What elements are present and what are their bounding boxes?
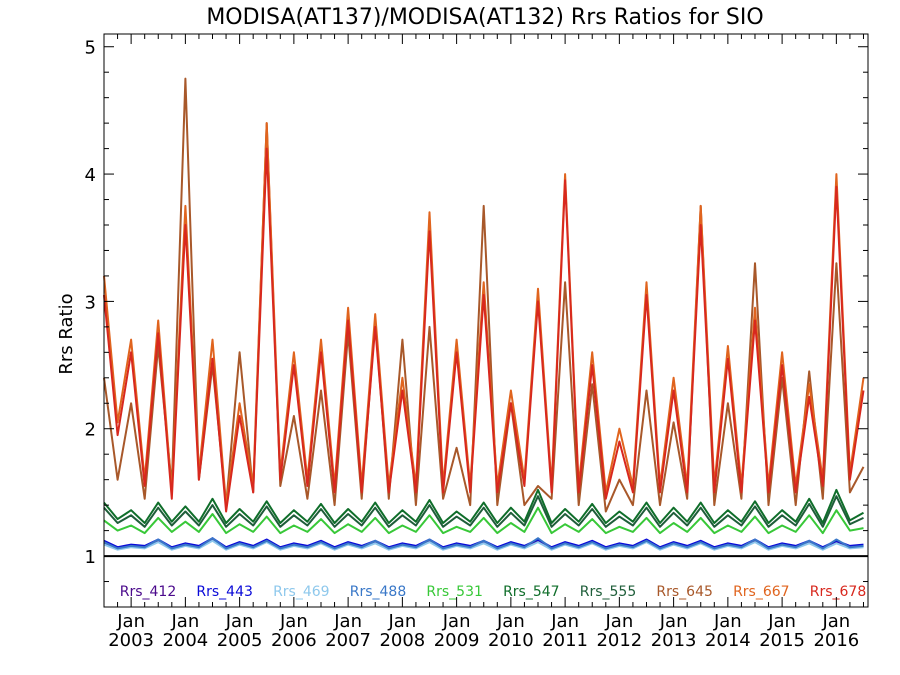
series-line-rrs-531 — [103, 506, 864, 535]
legend-item-rrs-488: Rrs_488 — [350, 584, 407, 600]
x-tick-year: 2006 — [271, 630, 317, 651]
legend-item-rrs-443: Rrs_443 — [196, 584, 253, 600]
x-tick-month: Jan — [116, 611, 145, 632]
chart-title: MODISA(AT137)/MODISA(AT132) Rrs Ratios f… — [206, 5, 763, 30]
plot-frame — [103, 33, 869, 608]
series-line-rrs-667 — [103, 122, 865, 507]
legend: Rrs_412 Rrs_443 Rrs_469 Rrs_488 Rrs_531 Rrs_5… — [120, 584, 867, 600]
legend-item-rrs-667: Rrs_667 — [733, 584, 790, 600]
series-line-rrs-645 — [103, 77, 865, 513]
legend-item-rrs-412: Rrs_412 — [120, 584, 177, 600]
x-tick-month: Jan — [713, 611, 742, 632]
x-tick-year: 2005 — [217, 630, 263, 651]
y-tick-label: 5 — [85, 38, 96, 59]
x-tick-year: 2011 — [542, 630, 588, 651]
x-tick-month: Jan — [170, 611, 199, 632]
x-tick-year: 2010 — [488, 630, 534, 651]
y-axis-label: Rrs Ratio — [56, 293, 77, 374]
y-tick-label: 2 — [85, 420, 96, 441]
legend-item-rrs-678: Rrs_678 — [810, 584, 867, 600]
x-tick-month: Jan — [496, 611, 525, 632]
x-tick-month: Jan — [604, 611, 633, 632]
x-tick-year: 2008 — [379, 630, 425, 651]
x-tick-year: 2016 — [813, 630, 859, 651]
x-tick-year: 2003 — [108, 630, 154, 651]
x-tick-month: Jan — [333, 611, 362, 632]
x-tick-year: 2009 — [434, 630, 480, 651]
x-tick-year: 2007 — [325, 630, 371, 651]
series-layer — [103, 77, 865, 551]
x-tick-month: Jan — [442, 611, 471, 632]
x-tick-month: Jan — [387, 611, 416, 632]
legend-item-rrs-645: Rrs_645 — [656, 584, 713, 600]
series-line-rrs-547 — [103, 488, 864, 524]
x-tick-month: Jan — [821, 611, 850, 632]
series-line-rrs-488 — [103, 537, 864, 550]
series-line-rrs-678 — [103, 147, 865, 513]
x-tick-month: Jan — [225, 611, 254, 632]
x-tick-month: Jan — [550, 611, 579, 632]
x-tick-year: 2014 — [705, 630, 751, 651]
legend-item-rrs-531: Rrs_531 — [426, 584, 483, 600]
y-tick-label: 4 — [85, 165, 96, 186]
legend-item-rrs-469: Rrs_469 — [273, 584, 330, 600]
legend-item-rrs-555: Rrs_555 — [580, 584, 637, 600]
series-line-rrs-469 — [103, 539, 864, 551]
x-tick-year: 2015 — [759, 630, 805, 651]
x-tick-month: Jan — [767, 611, 796, 632]
legend-item-rrs-547: Rrs_547 — [503, 584, 560, 600]
x-tick-year: 2013 — [651, 630, 697, 651]
series-line-rrs-555 — [103, 495, 864, 528]
y-tick-label: 3 — [85, 292, 96, 313]
x-tick-month: Jan — [279, 611, 308, 632]
x-tick-year: 2012 — [596, 630, 642, 651]
y-tick-label: 1 — [85, 547, 96, 568]
x-tick-year: 2004 — [162, 630, 208, 651]
x-axis: Jan2003Jan2004Jan2005Jan2006Jan2007Jan20… — [103, 34, 864, 651]
x-tick-month: Jan — [659, 611, 688, 632]
